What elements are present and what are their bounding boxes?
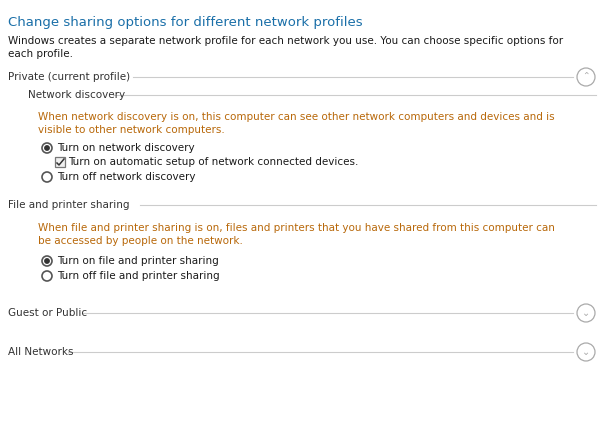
Circle shape <box>45 146 49 150</box>
Text: Private (current profile): Private (current profile) <box>8 72 130 82</box>
Text: be accessed by people on the network.: be accessed by people on the network. <box>38 236 243 246</box>
Text: Turn on automatic setup of network connected devices.: Turn on automatic setup of network conne… <box>68 157 358 167</box>
Text: Turn on network discovery: Turn on network discovery <box>57 143 194 153</box>
Text: ⌄: ⌄ <box>582 308 590 318</box>
Text: ⌃: ⌃ <box>582 71 590 80</box>
Text: Turn off file and printer sharing: Turn off file and printer sharing <box>57 271 220 281</box>
Text: When file and printer sharing is on, files and printers that you have shared fro: When file and printer sharing is on, fil… <box>38 223 555 233</box>
Circle shape <box>45 259 49 263</box>
Text: All Networks: All Networks <box>8 347 74 357</box>
Text: visible to other network computers.: visible to other network computers. <box>38 125 225 135</box>
Text: ⌄: ⌄ <box>582 347 590 357</box>
Text: each profile.: each profile. <box>8 49 73 59</box>
Text: Turn off network discovery: Turn off network discovery <box>57 172 196 182</box>
Text: Change sharing options for different network profiles: Change sharing options for different net… <box>8 16 362 29</box>
Text: Network discovery: Network discovery <box>28 90 125 100</box>
Text: Guest or Public: Guest or Public <box>8 308 87 318</box>
FancyBboxPatch shape <box>55 157 65 167</box>
Text: File and printer sharing: File and printer sharing <box>8 200 129 210</box>
Text: Turn on file and printer sharing: Turn on file and printer sharing <box>57 256 219 266</box>
Text: Windows creates a separate network profile for each network you use. You can cho: Windows creates a separate network profi… <box>8 36 563 46</box>
Text: When network discovery is on, this computer can see other network computers and : When network discovery is on, this compu… <box>38 112 554 122</box>
